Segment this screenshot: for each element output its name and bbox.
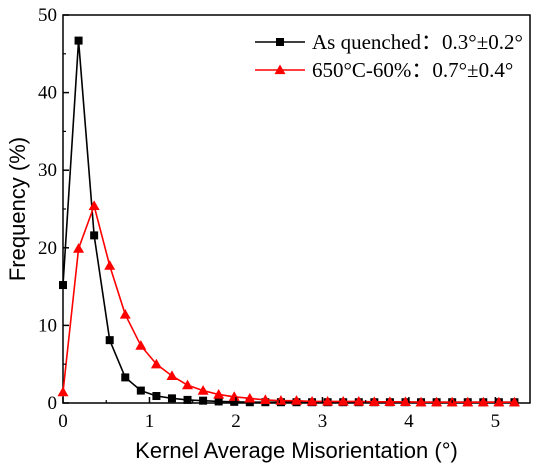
- data-point: [259, 394, 271, 405]
- series-layer: [57, 36, 520, 407]
- data-point: [88, 200, 100, 211]
- y-tick-label: 10: [38, 315, 57, 336]
- x-tick-label: 4: [404, 411, 414, 432]
- data-point: [167, 394, 176, 403]
- series-650c-60pct: [57, 200, 520, 407]
- data-point: [57, 386, 69, 397]
- data-point: [213, 388, 225, 399]
- x-tick-label: 5: [491, 411, 501, 432]
- data-point: [90, 231, 99, 240]
- data-point: [199, 396, 208, 405]
- data-point: [74, 36, 83, 45]
- data-point: [73, 243, 85, 253]
- y-tick-label: 50: [38, 5, 57, 26]
- data-point: [135, 340, 147, 350]
- y-tick-label: 30: [38, 160, 57, 181]
- series-as-quenched: [59, 36, 519, 407]
- legend-marker: [276, 38, 284, 46]
- y-axis-title: Frequency (%): [5, 137, 30, 281]
- series-line: [62, 40, 515, 404]
- data-point: [353, 395, 365, 406]
- legend-entry-label: As quenched：0.3°±0.2°: [312, 30, 523, 54]
- data-point: [152, 392, 161, 401]
- y-tick-label: 40: [38, 83, 57, 104]
- data-point: [228, 391, 240, 401]
- series-line: [62, 203, 515, 404]
- data-point: [244, 392, 256, 403]
- data-point: [322, 395, 334, 406]
- x-tick-label: 1: [145, 411, 155, 432]
- data-point: [230, 397, 239, 406]
- data-point: [275, 395, 287, 405]
- x-tick-label: 3: [318, 411, 328, 432]
- data-point: [508, 396, 520, 407]
- data-point: [104, 260, 116, 270]
- data-point: [119, 309, 131, 319]
- x-axis-title: Kernel Average Misorientation (°): [135, 438, 458, 463]
- data-point: [150, 358, 162, 369]
- legend-marker: [274, 64, 286, 75]
- data-point: [462, 396, 474, 407]
- data-point: [399, 396, 411, 406]
- data-point: [166, 370, 178, 380]
- y-tick-label: 20: [38, 238, 57, 259]
- data-point: [59, 281, 67, 290]
- data-point: [291, 395, 302, 405]
- data-point: [368, 396, 380, 406]
- data-point: [384, 396, 396, 406]
- data-point: [493, 396, 505, 407]
- legend: As quenched：0.3°±0.2° 650°C-60%：0.7°±0.4°: [255, 30, 523, 82]
- y-tick-label: 0: [48, 393, 58, 414]
- data-point: [337, 395, 349, 406]
- data-point: [477, 396, 489, 407]
- data-point: [214, 397, 223, 406]
- data-point: [415, 396, 427, 407]
- data-point: [183, 395, 192, 404]
- data-point: [197, 385, 209, 395]
- data-point: [431, 396, 443, 407]
- data-point: [182, 379, 194, 390]
- data-point: [306, 395, 318, 406]
- legend-entry-label: 650°C-60%：0.7°±0.4°: [312, 58, 513, 82]
- data-point: [121, 373, 130, 382]
- x-tick-label: 2: [231, 411, 241, 432]
- x-tick-label: 0: [58, 411, 68, 432]
- data-point: [136, 386, 145, 395]
- data-point: [105, 336, 114, 345]
